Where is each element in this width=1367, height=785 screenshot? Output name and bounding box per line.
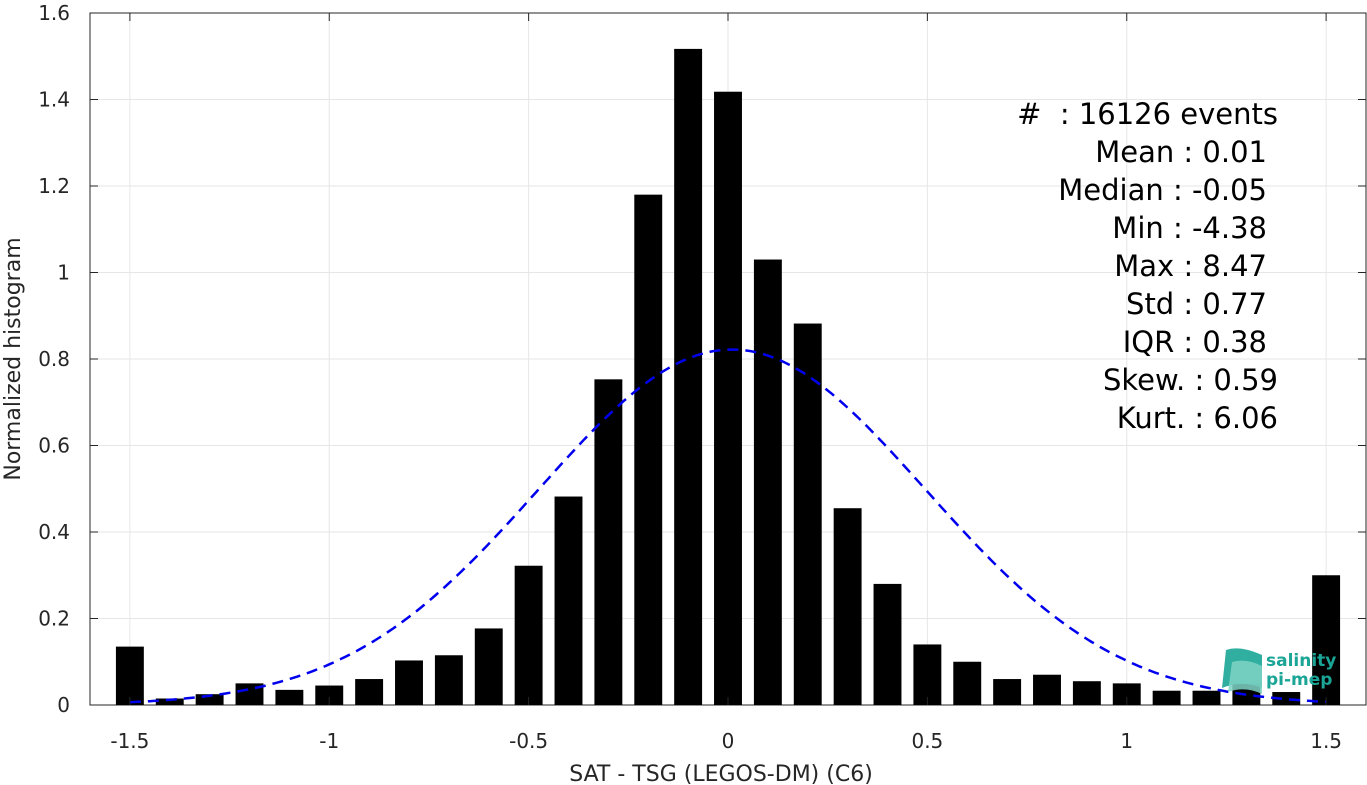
histogram-bar-1 bbox=[155, 698, 184, 705]
logo-line2: pi-mep bbox=[1266, 670, 1332, 690]
x-axis-ticks: -1.5 -1 -0.5 0 0.5 1 1.5 bbox=[110, 13, 1342, 753]
stat-iqr: IQR : 0.38 bbox=[1123, 325, 1267, 359]
y-tick-label-4: 0.8 bbox=[38, 347, 70, 371]
normal-fit-curve bbox=[129, 348, 1327, 704]
y-axis-label: Normalized histogram bbox=[1, 237, 26, 480]
stat-kurt: Kurt. : 6.06 bbox=[1117, 401, 1278, 435]
histogram-bar-0 bbox=[115, 646, 144, 705]
histogram-bar-13 bbox=[634, 194, 663, 705]
histogram-bar-26 bbox=[1152, 690, 1181, 705]
x-tick-label-3: 0 bbox=[722, 729, 735, 753]
histogram-bar-23 bbox=[1033, 674, 1061, 705]
histogram-bar-20 bbox=[913, 644, 942, 705]
histogram-bar-6 bbox=[355, 679, 384, 705]
logo-line1: salinity bbox=[1266, 651, 1336, 671]
salinity-pimep-logo: salinity pi-mep bbox=[1222, 648, 1336, 694]
x-tick-label-1: -1 bbox=[319, 729, 339, 753]
y-tick-label-1: 0.2 bbox=[38, 607, 70, 631]
histogram-bar-10 bbox=[514, 565, 543, 705]
y-axis-ticks: 0 0.2 0.4 0.6 0.8 1 1.2 1.4 1.6 bbox=[38, 1, 1366, 717]
y-tick-label-6: 1.2 bbox=[38, 174, 70, 198]
histogram-bar-4 bbox=[275, 689, 304, 705]
histogram-bar-27 bbox=[1192, 690, 1221, 705]
histogram-bar-21 bbox=[953, 661, 982, 705]
x-axis-label: SAT - TSG (LEGOS-DM) (C6) bbox=[569, 762, 873, 785]
y-tick-label-0: 0 bbox=[57, 693, 70, 717]
y-tick-label-8: 1.6 bbox=[38, 1, 70, 25]
histogram-bar-2 bbox=[195, 694, 224, 705]
stat-skew: Skew. : 0.59 bbox=[1103, 363, 1278, 397]
x-tick-label-5: 1 bbox=[1120, 729, 1133, 753]
y-tick-label-7: 1.4 bbox=[38, 88, 70, 112]
y-tick-label-3: 0.6 bbox=[38, 434, 70, 458]
histogram-bar-17 bbox=[793, 323, 822, 705]
histogram-bar-7 bbox=[395, 660, 423, 705]
histogram-bar-18 bbox=[833, 508, 862, 705]
logo-wave-icon-light bbox=[1228, 660, 1262, 694]
histogram-bar-25 bbox=[1112, 683, 1141, 705]
x-tick-label-2: -0.5 bbox=[509, 729, 548, 753]
histogram-bar-16 bbox=[753, 259, 782, 705]
x-tick-label-4: 0.5 bbox=[911, 729, 943, 753]
stat-max: Max : 8.47 bbox=[1114, 249, 1267, 283]
histogram-bar-11 bbox=[554, 496, 583, 705]
histogram-bar-15 bbox=[714, 91, 742, 706]
x-tick-label-6: 1.5 bbox=[1310, 729, 1342, 753]
stat-mean: Mean : 0.01 bbox=[1095, 135, 1267, 169]
histogram-bar-12 bbox=[594, 379, 623, 705]
histogram-bar-5 bbox=[315, 685, 344, 705]
x-tick-label-0: -1.5 bbox=[110, 729, 149, 753]
y-tick-label-5: 1 bbox=[57, 261, 70, 285]
histogram-bar-24 bbox=[1072, 681, 1101, 705]
stat-std: Std : 0.77 bbox=[1126, 287, 1267, 321]
histogram-bar-22 bbox=[993, 679, 1022, 705]
stat-median: Median : -0.05 bbox=[1058, 173, 1267, 207]
stat-count: # : 16126 events bbox=[1017, 97, 1278, 131]
histogram-bars bbox=[115, 48, 1341, 706]
histogram-bar-8 bbox=[434, 655, 463, 705]
histogram-bar-14 bbox=[674, 48, 703, 705]
histogram-bar-9 bbox=[474, 628, 503, 705]
y-tick-label-2: 0.4 bbox=[38, 520, 70, 544]
stat-min: Min : -4.38 bbox=[1112, 211, 1267, 245]
histogram-bar-30 bbox=[1312, 575, 1341, 705]
statistics-box: # : 16126 events Mean : 0.01 Median : -0… bbox=[1017, 97, 1278, 435]
histogram-bar-29 bbox=[1272, 692, 1301, 705]
histogram-bar-19 bbox=[873, 583, 902, 705]
